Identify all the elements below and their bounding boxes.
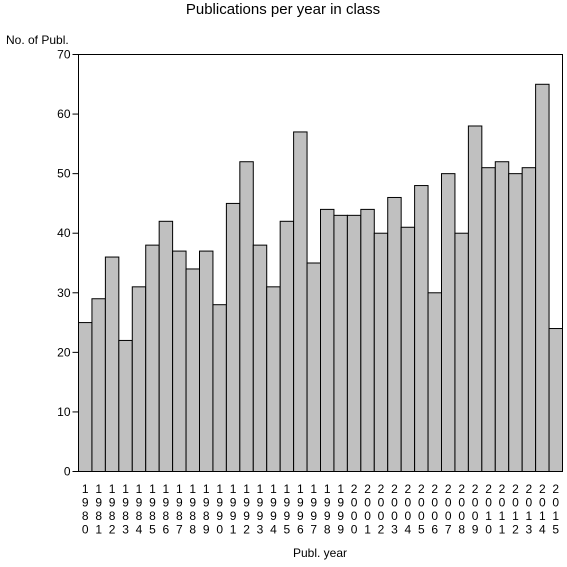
bar-1993 bbox=[252, 244, 268, 472]
bar-1999 bbox=[333, 214, 348, 472]
chart-title: Publications per year in class bbox=[186, 1, 380, 18]
bar-2013 bbox=[521, 167, 537, 473]
bar-1994 bbox=[266, 286, 281, 473]
y-tick-label: 20 bbox=[57, 345, 71, 359]
bar-2014 bbox=[535, 83, 550, 473]
bar-2006 bbox=[427, 292, 442, 472]
y-tick-label: 40 bbox=[57, 226, 71, 240]
bar-1991 bbox=[225, 202, 241, 473]
bar-1985 bbox=[145, 244, 160, 472]
plot-frame bbox=[78, 54, 563, 472]
y-axis: 0 10 20 30 40 50 60 70 bbox=[57, 48, 79, 479]
bar-1998 bbox=[320, 208, 335, 472]
bar-1997 bbox=[306, 262, 321, 472]
bar-2005 bbox=[414, 185, 429, 473]
bar-2011 bbox=[494, 161, 510, 472]
bar-2010 bbox=[481, 167, 496, 473]
bar-1988 bbox=[185, 268, 201, 473]
bar-1981 bbox=[91, 298, 106, 472]
bar-2009 bbox=[467, 125, 483, 472]
bar-2007 bbox=[441, 173, 456, 472]
bar-1984 bbox=[131, 286, 147, 473]
y-axis-label: No. of Publ. bbox=[6, 33, 69, 47]
y-tick-label: 30 bbox=[57, 286, 71, 300]
bar-1980 bbox=[78, 322, 93, 473]
y-tick-label: 60 bbox=[57, 107, 71, 121]
y-tick-label: 50 bbox=[57, 167, 71, 181]
bar-1986 bbox=[158, 220, 174, 472]
bar-series bbox=[78, 83, 563, 473]
y-tick-label: 0 bbox=[64, 465, 71, 479]
bar-2008 bbox=[454, 232, 469, 472]
bar-1990 bbox=[212, 304, 227, 473]
x-axis-label: Publ. year bbox=[293, 546, 347, 560]
bar-2003 bbox=[387, 196, 402, 472]
bar-2001 bbox=[360, 208, 375, 472]
bar-2002 bbox=[373, 232, 389, 472]
bar-1983 bbox=[118, 339, 133, 473]
y-tick-label: 70 bbox=[57, 48, 71, 62]
bar-1995 bbox=[279, 220, 295, 472]
bar-1989 bbox=[199, 250, 214, 472]
bar-2012 bbox=[508, 173, 523, 472]
y-tick-label: 10 bbox=[57, 405, 71, 419]
bar-1982 bbox=[104, 256, 120, 472]
bar-2015 bbox=[548, 328, 563, 472]
bar-1996 bbox=[293, 131, 308, 472]
bar-2004 bbox=[400, 226, 416, 472]
bar-1987 bbox=[172, 250, 187, 472]
x-axis: 1 9 8 0 1 9 8 1 1 9 8 2 1 9 8 3 1 9 8 4 1 9 8 5 1 9 8 6 1 9 8 7 1 9 8 8 1 9 8 9… bbox=[82, 482, 560, 537]
bar-1992 bbox=[239, 161, 254, 472]
bar-2000 bbox=[346, 214, 362, 472]
